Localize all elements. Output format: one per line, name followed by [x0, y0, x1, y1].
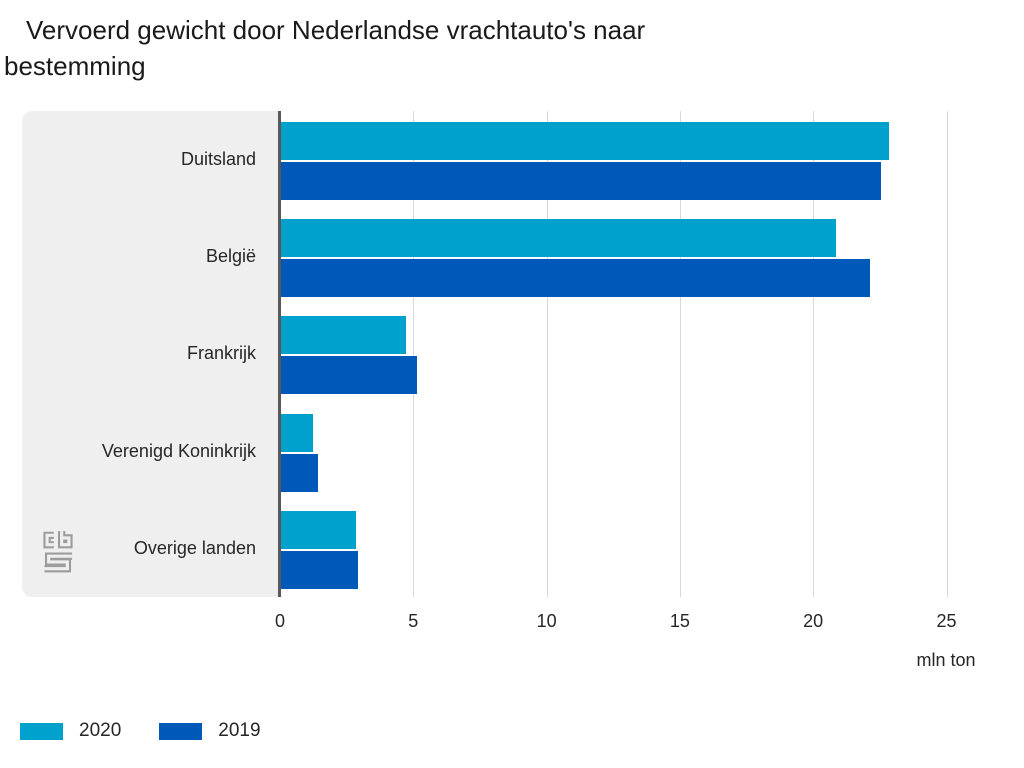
- bar-2020-3: [281, 413, 313, 452]
- bar-group-2: [281, 305, 1004, 402]
- bar-2019-1: [281, 259, 871, 298]
- cbs-logo-icon: [43, 531, 73, 573]
- legend: 2020 2019: [20, 720, 299, 742]
- bar-2020-4: [281, 510, 356, 549]
- gridline-25: [946, 111, 948, 597]
- x-axis-unit-label: mln ton: [916, 650, 976, 670]
- category-label-panel: [22, 111, 278, 597]
- legend-item-2019: 2019: [159, 720, 261, 742]
- chart-title: Vervoerd gewicht door Nederlandse vracht…: [4, 15, 646, 81]
- category-label-1: België: [205, 246, 256, 267]
- bar-group-1: [281, 208, 1004, 305]
- category-labels: Duitsland België Frankrijk Verenigd Koninkr…: [22, 111, 256, 597]
- legend-label-2020: 2020: [79, 720, 122, 741]
- category-label-0: Duitsland: [180, 149, 256, 169]
- x-tick-label-10: 10: [536, 611, 557, 631]
- bar-2020-0: [281, 122, 889, 160]
- bar-2019-3: [281, 453, 319, 492]
- x-tick-label-20: 20: [803, 611, 824, 631]
- gridline-5: [413, 111, 415, 597]
- bar-2020-1: [281, 219, 836, 258]
- category-label-4: Overige landen: [133, 537, 256, 558]
- bar-2019-4: [281, 550, 359, 589]
- category-label-2: Frankrijk: [186, 343, 256, 364]
- x-tick-label-15: 15: [669, 611, 690, 631]
- category-label-3: Verenigd Koninkrijk: [101, 440, 256, 461]
- bar-2019-0: [281, 162, 881, 200]
- x-tick-label-0: 0: [274, 611, 285, 631]
- gridline-20: [813, 111, 815, 597]
- x-tick-label-25: 25: [936, 611, 957, 631]
- gridline-10: [546, 111, 548, 597]
- x-tick-label-5: 5: [408, 611, 419, 631]
- y-axis-line: [278, 111, 281, 597]
- legend-swatch-2019: [159, 722, 203, 740]
- bar-group-4: [281, 500, 1004, 597]
- bar-2019-2: [281, 356, 417, 395]
- legend-swatch-2020: [20, 722, 63, 740]
- bar-group-3: [281, 403, 1004, 500]
- gridline-15: [679, 111, 681, 597]
- legend-label-2019: 2019: [218, 720, 261, 741]
- bar-2020-2: [281, 316, 407, 355]
- x-axis-ticks: 0 5 10 15 20 25: [0, 611, 1024, 635]
- plot-area: [281, 111, 1004, 597]
- bar-group-0: [281, 111, 1004, 208]
- legend-item-2020: 2020: [20, 720, 121, 742]
